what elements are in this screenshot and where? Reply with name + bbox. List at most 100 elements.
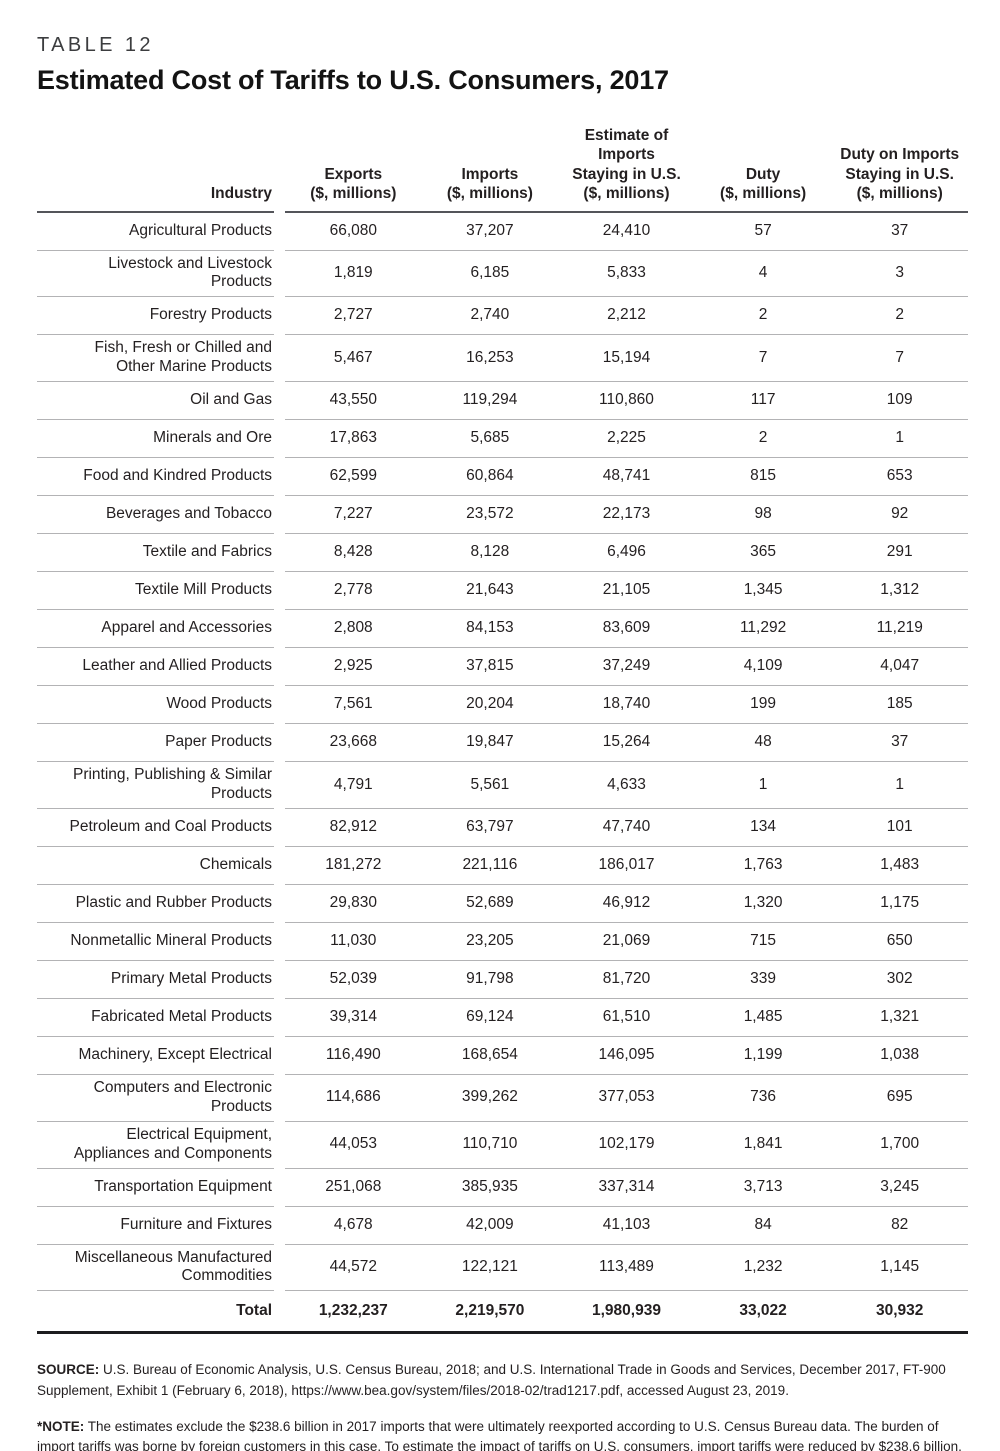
column-gap	[274, 686, 285, 724]
column-header-imports: Imports ($, millions)	[421, 126, 559, 213]
column-gap	[274, 1291, 285, 1331]
duty-value-cell: 199	[694, 686, 832, 725]
duty-imports-staying-value-cell: 1,483	[831, 847, 968, 885]
imports-staying-value-cell: 15,194	[558, 335, 695, 383]
column-gap	[274, 1037, 285, 1075]
industry-cell: Chemicals	[37, 847, 274, 885]
notes-section: SOURCE: U.S. Bureau of Economic Analysis…	[37, 1360, 968, 1451]
industry-cell: Furniture and Fixtures	[37, 1207, 274, 1245]
duty-imports-staying-value-cell: 1,312	[831, 572, 968, 611]
exports-value-cell: 1,232,237	[318, 1301, 388, 1319]
duty-imports-staying-value-cell: 37	[831, 724, 968, 763]
column-gap	[274, 999, 285, 1037]
imports-value-cell: 119,294	[421, 382, 559, 421]
duty-value-cell: 2	[694, 297, 832, 336]
imports-staying-value-cell: 24,410	[558, 213, 695, 251]
imports-staying-value-cell: 61,510	[558, 999, 695, 1037]
column-gap	[274, 923, 285, 961]
imports-value-cell: 20,204	[421, 686, 559, 725]
column-header-exports: Exports ($, millions)	[285, 126, 422, 213]
table-row: Forestry Products 2,727 2,740 2,212 2 2	[37, 297, 968, 336]
industry-cell: Beverages and Tobacco	[37, 496, 274, 535]
table-row: Paper Products 23,668 19,847 15,264 48 3…	[37, 724, 968, 763]
column-gap	[274, 534, 285, 572]
duty-imports-staying-value-cell: 82	[831, 1207, 968, 1245]
duty-imports-staying-value-cell: 695	[831, 1075, 968, 1122]
table-row: Machinery, Except Electrical 116,490 168…	[37, 1037, 968, 1075]
duty-imports-staying-value-cell: 101	[831, 809, 968, 847]
column-header-duty-imports-staying: Duty on Imports Staying in U.S. ($, mill…	[831, 126, 968, 213]
duty-value-cell: 1	[694, 762, 832, 809]
imports-staying-value-cell: 41,103	[558, 1207, 695, 1245]
exports-value-cell: 44,053	[285, 1122, 422, 1169]
duty-value-cell: 1,763	[694, 847, 832, 885]
industry-cell: Textile Mill Products	[37, 572, 274, 611]
exports-value-cell: 4,678	[285, 1207, 422, 1245]
table-row: Livestock and Livestock Products 1,819 6…	[37, 251, 968, 298]
imports-staying-value-cell: 1,980,939	[592, 1301, 661, 1319]
duty-imports-staying-value-cell: 1,038	[831, 1037, 968, 1075]
duty-value-cell: 1,199	[694, 1037, 832, 1075]
industry-cell: Fish, Fresh or Chilled and Other Marine …	[37, 335, 274, 383]
table-row: Minerals and Ore 17,863 5,685 2,225 2 1	[37, 420, 968, 459]
column-header-imports-staying: Estimate of Imports Staying in U.S. ($, …	[558, 126, 695, 213]
table-row: Wood Products 7,561 20,204 18,740 199 18…	[37, 686, 968, 725]
industry-cell: Food and Kindred Products	[37, 458, 274, 497]
imports-value-cell: 69,124	[421, 999, 559, 1037]
imports-staying-value-cell: 21,105	[558, 572, 695, 611]
imports-staying-value-cell: 46,912	[558, 885, 695, 923]
column-gap	[274, 251, 285, 298]
imports-value-cell: 91,798	[421, 961, 559, 999]
imports-staying-value-cell: 5,833	[558, 251, 695, 298]
imports-value-cell: 23,572	[421, 496, 559, 535]
table-row: Plastic and Rubber Products 29,830 52,68…	[37, 885, 968, 923]
footnote-text: The estimates exclude the $238.6 billion…	[37, 1418, 962, 1451]
imports-value-cell: 21,643	[421, 572, 559, 611]
duty-imports-staying-value-cell: 185	[831, 686, 968, 725]
column-gap	[274, 809, 285, 847]
column-gap	[274, 1075, 285, 1122]
exports-value-cell: 62,599	[285, 458, 422, 497]
table-row: Printing, Publishing & Similar Products …	[37, 762, 968, 809]
column-gap	[274, 610, 285, 648]
industry-cell: Transportation Equipment	[37, 1169, 274, 1207]
imports-value-cell: 84,153	[421, 610, 559, 649]
table-row: Computers and Electronic Products 114,68…	[37, 1075, 968, 1122]
duty-imports-staying-value-cell: 37	[831, 213, 968, 251]
duty-value-cell: 98	[694, 496, 832, 535]
duty-imports-staying-value-cell: 291	[831, 534, 968, 573]
duty-value-cell: 815	[694, 458, 832, 497]
footnote: *NOTE: The estimates exclude the $238.6 …	[37, 1417, 968, 1451]
imports-staying-value-cell: 6,496	[558, 534, 695, 573]
table-body: Agricultural Products 66,080 37,207 24,4…	[37, 213, 968, 1332]
duty-value-cell: 4,109	[694, 648, 832, 687]
duty-imports-staying-value-cell: 30,932	[875, 1301, 924, 1319]
duty-value-cell: 4	[694, 251, 832, 298]
imports-value-cell: 60,864	[421, 458, 559, 497]
table-row: Transportation Equipment 251,068 385,935…	[37, 1169, 968, 1207]
industry-cell: Paper Products	[37, 724, 274, 763]
exports-value-cell: 66,080	[285, 213, 422, 251]
exports-value-cell: 44,572	[285, 1245, 422, 1292]
column-gap	[274, 885, 285, 923]
imports-value-cell: 37,815	[421, 648, 559, 687]
column-gap	[274, 382, 285, 420]
imports-value-cell: 52,689	[421, 885, 559, 923]
duty-imports-staying-value-cell: 1	[831, 420, 968, 459]
column-gap	[274, 335, 285, 382]
table-row: Fabricated Metal Products 39,314 69,124 …	[37, 999, 968, 1037]
industry-cell: Apparel and Accessories	[37, 610, 274, 649]
industry-cell: Petroleum and Coal Products	[37, 809, 274, 847]
duty-imports-staying-value-cell: 2	[831, 297, 968, 336]
imports-staying-value-cell: 15,264	[558, 724, 695, 763]
duty-value-cell: 57	[694, 213, 832, 251]
table-row: Fish, Fresh or Chilled and Other Marine …	[37, 335, 968, 383]
table-row: Electrical Equipment, Appliances and Com…	[37, 1122, 968, 1169]
duty-value-cell: 3,713	[694, 1169, 832, 1207]
table-row: Agricultural Products 66,080 37,207 24,4…	[37, 213, 968, 251]
duty-value-cell: 1,232	[694, 1245, 832, 1292]
imports-value-cell: 110,710	[421, 1122, 559, 1169]
industry-cell: Fabricated Metal Products	[37, 999, 274, 1037]
industry-cell: Agricultural Products	[37, 213, 274, 251]
imports-staying-value-cell: 110,860	[558, 382, 695, 421]
